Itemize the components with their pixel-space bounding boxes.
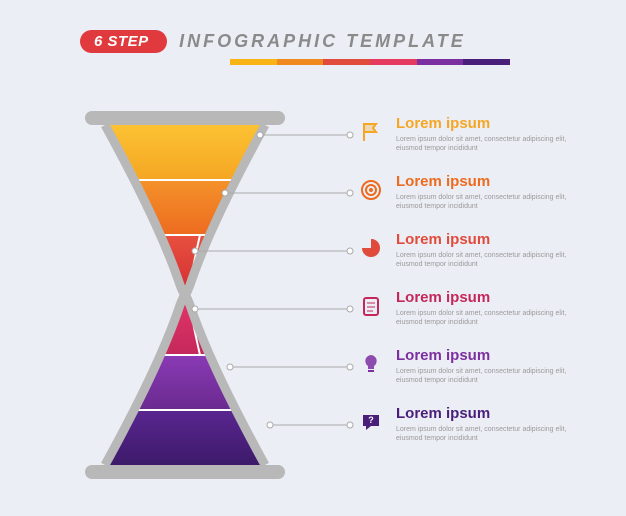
step-body: Lorem ipsum dolor sit amet, consectetur … (396, 425, 576, 443)
step-title: Lorem ipsum (396, 347, 576, 364)
step-body: Lorem ipsum dolor sit amet, consectetur … (396, 251, 576, 269)
hourglass (60, 105, 310, 485)
step-badge: 6 STEP (80, 30, 167, 53)
step-title: Lorem ipsum (396, 289, 576, 306)
step-1: Lorem ipsum Lorem ipsum dolor sit amet, c… (360, 115, 600, 173)
steps-list: Lorem ipsum Lorem ipsum dolor sit amet, c… (360, 115, 600, 463)
flag-icon (360, 121, 382, 143)
step-4: Lorem ipsum Lorem ipsum dolor sit amet, c… (360, 289, 600, 347)
step-body: Lorem ipsum dolor sit amet, consectetur … (396, 309, 576, 327)
color-stripe (230, 59, 510, 65)
step-6: ? Lorem ipsum Lorem ipsum dolor sit amet, … (360, 405, 600, 463)
step-3: Lorem ipsum Lorem ipsum dolor sit amet, c… (360, 231, 600, 289)
header: 6 STEP INFOGRAPHIC TEMPLATE (80, 30, 566, 65)
step-2: Lorem ipsum Lorem ipsum dolor sit amet, c… (360, 173, 600, 231)
step-title: Lorem ipsum (396, 173, 576, 190)
pie-icon (360, 237, 382, 259)
step-5: Lorem ipsum Lorem ipsum dolor sit amet, c… (360, 347, 600, 405)
step-body: Lorem ipsum dolor sit amet, consectetur … (396, 193, 576, 211)
svg-text:?: ? (368, 415, 374, 425)
target-icon (360, 179, 382, 201)
bulb-icon (360, 353, 382, 375)
step-title: Lorem ipsum (396, 115, 576, 132)
step-body: Lorem ipsum dolor sit amet, consectetur … (396, 135, 576, 153)
hourglass-frame (60, 105, 310, 485)
step-title: Lorem ipsum (396, 231, 576, 248)
header-title: INFOGRAPHIC TEMPLATE (179, 31, 466, 52)
chat-icon: ? (360, 411, 382, 433)
step-body: Lorem ipsum dolor sit amet, consectetur … (396, 367, 576, 385)
step-title: Lorem ipsum (396, 405, 576, 422)
notepad-icon (360, 295, 382, 317)
